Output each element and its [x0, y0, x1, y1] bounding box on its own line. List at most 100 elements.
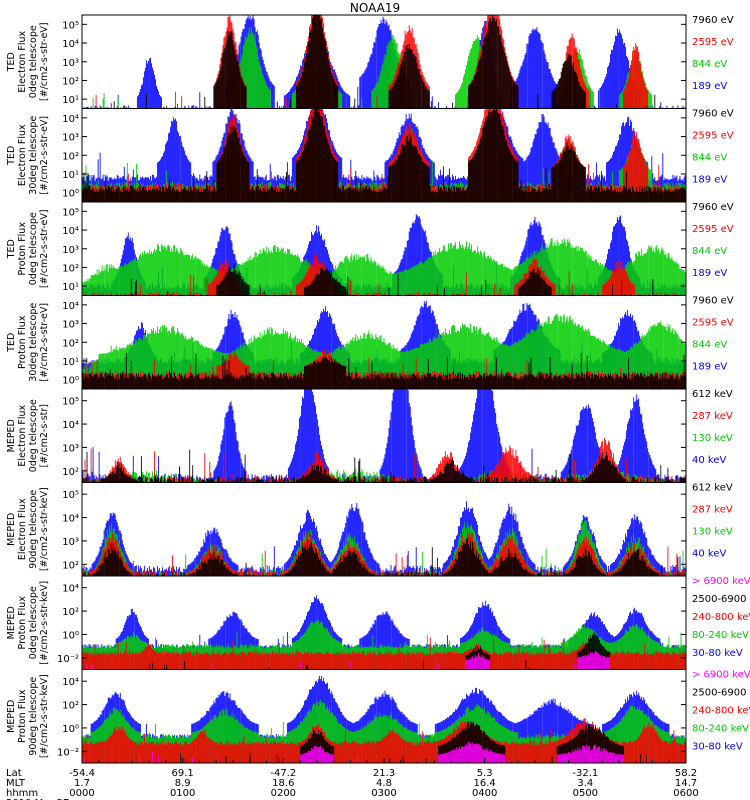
footer-value: 69.1 — [172, 768, 194, 779]
legend-entry: 189 eV — [692, 362, 727, 373]
legend-entry: 240-800 keV — [692, 706, 750, 717]
series-4-trace — [82, 537, 686, 576]
y-axis-label-line: [#/cm2-s-str-keV] — [39, 674, 50, 758]
y-axis-label-line: [#/cm2-s-str-eV] — [39, 22, 50, 101]
y-tick-label: 10⁴ — [62, 39, 79, 50]
series-4-trace — [82, 15, 686, 109]
panel-6: 10² 10³ 10⁴ 10⁵ MEPED Electron Flux 90deg tele… — [6, 482, 733, 577]
y-axis-label-line: [#/cm2-s-str-eV] — [39, 209, 50, 288]
series-4-trace — [82, 352, 686, 389]
y-tick-label: 10⁵ — [62, 207, 79, 218]
legend-entry: 30-80 keV — [692, 648, 743, 659]
footer-value: -54.4 — [69, 768, 95, 779]
y-tick-label: 10⁴ — [62, 301, 79, 312]
footer-value: 18.6 — [272, 778, 294, 789]
series-4-trace — [82, 108, 686, 202]
y-tick-label: 10³ — [62, 537, 79, 548]
y-tick-label: 10¹ — [62, 95, 79, 106]
panel-2: 10⁰ 10¹ 10² 10³ 10⁴ TED Electron Flux 30deg tel… — [6, 108, 734, 203]
panel-traces — [82, 214, 686, 296]
y-axis-label-line: 0deg telescope — [28, 25, 39, 98]
y-tick-label: 10⁴ — [62, 420, 79, 431]
footer-date: 2019 Mar 27 — [6, 798, 69, 800]
series-1-trace — [82, 15, 686, 109]
y-tick-label: 10⁵ — [62, 397, 79, 408]
footer-value: 16.4 — [474, 778, 496, 789]
y-axis-label-line: [#/cm2-s-str-keV] — [39, 487, 50, 571]
legend-entry: 7960 eV — [692, 109, 734, 120]
y-tick-label: 10² — [62, 560, 79, 571]
footer-value: 4.8 — [376, 778, 392, 789]
legend-entry: 240-800 keV — [692, 612, 750, 623]
y-axis-label-line: TED — [6, 52, 17, 72]
y-tick-label: 10² — [62, 151, 79, 162]
legend-entry: 844 eV — [692, 340, 727, 351]
y-tick-label: 10³ — [62, 58, 79, 69]
y-tick-label: 10⁰ — [62, 376, 79, 387]
panel-traces — [82, 675, 686, 763]
footer-value: 0000 — [69, 788, 94, 799]
footer-value: 0500 — [573, 788, 598, 799]
y-axis-label-line: Proton Flux — [17, 315, 28, 369]
y-tick-label: 10⁰ — [62, 724, 79, 735]
legend-entry: 80-240 keV — [692, 630, 749, 641]
y-axis-label-line: TED — [6, 333, 17, 353]
footer-value: 1.7 — [74, 778, 90, 789]
legend-entry: 2595 eV — [692, 131, 734, 142]
legend-entry: 612 keV — [692, 483, 733, 494]
footer-value: 0600 — [673, 788, 698, 799]
y-axis-label-line: 90deg telescope — [28, 677, 39, 756]
series-2-trace — [82, 22, 686, 109]
y-tick-label: 10⁵ — [62, 490, 79, 501]
series-2-trace — [82, 238, 686, 296]
y-axis-label-line: 0deg telescope — [28, 212, 39, 285]
y-axis-label-line: 0deg telescope — [28, 399, 39, 472]
footer-value: 0400 — [472, 788, 497, 799]
series-5-trace — [82, 650, 686, 670]
y-tick-label: 10³ — [62, 133, 79, 144]
y-tick-label: 10⁴ — [62, 514, 79, 525]
series-5-trace — [82, 741, 686, 763]
legend-entry: 2500-6900 keV — [692, 688, 750, 699]
legend-entry: 844 eV — [692, 59, 727, 70]
panel-traces — [82, 15, 686, 109]
legend-entry: 2595 eV — [692, 37, 734, 48]
legend-entry: > 6900 keV — [692, 576, 750, 587]
panel-traces — [82, 501, 686, 576]
y-axis-label-line: [#/cm2-s-str-eV] — [39, 116, 50, 195]
panel-3: 10¹ 10² 10³ 10⁴ 10⁵ TED Proton Flux 0deg telesc… — [6, 201, 734, 296]
legend-entry: 612 keV — [692, 389, 733, 400]
footer-value: 5.3 — [477, 768, 493, 779]
footer-value: 8.9 — [175, 778, 191, 789]
series-2-trace — [82, 314, 686, 389]
panel-traces — [82, 595, 686, 670]
y-tick-label: 10² — [62, 607, 79, 618]
y-tick-label: 10¹ — [62, 282, 79, 293]
y-axis-label-line: [#/cm2-s-str-keV] — [39, 581, 50, 665]
legend-entry: 189 eV — [692, 175, 727, 186]
y-axis-label-line: MEPED — [6, 606, 17, 639]
legend-entry: 7960 eV — [692, 202, 734, 213]
y-tick-label: 10⁵ — [62, 20, 79, 31]
legend-entry: 130 keV — [692, 433, 733, 444]
footer-value: 14.7 — [675, 778, 697, 789]
y-tick-label: 10⁴ — [62, 677, 79, 688]
legend-entry: 40 keV — [692, 549, 726, 560]
legend-entry: 844 eV — [692, 246, 727, 257]
y-tick-label: 10³ — [62, 320, 79, 331]
y-axis-label-line: [#/cm2-s-str-eV] — [39, 303, 50, 382]
y-tick-label: 10⁴ — [62, 114, 79, 125]
series-4-trace — [82, 449, 686, 483]
y-axis-label-line: MEPED — [6, 513, 17, 546]
y-axis-label-line: Electron Flux — [17, 31, 28, 93]
footer-value: -32.1 — [572, 768, 598, 779]
y-axis-label-line: 30deg telescope — [28, 303, 39, 382]
y-axis-label-line: MEPED — [6, 700, 17, 733]
y-tick-label: 10³ — [62, 245, 79, 256]
y-tick-label: 10⁴ — [62, 226, 79, 237]
panel-4: 10⁰ 10¹ 10² 10³ 10⁴ TED Proton Flux 30deg teles… — [6, 295, 734, 390]
legend-entry: 40 keV — [692, 455, 726, 466]
y-axis-label-line: [#/cm2-s-str] — [39, 404, 50, 467]
chart-title: NOAA19 — [350, 1, 400, 15]
panel-traces — [82, 108, 686, 202]
